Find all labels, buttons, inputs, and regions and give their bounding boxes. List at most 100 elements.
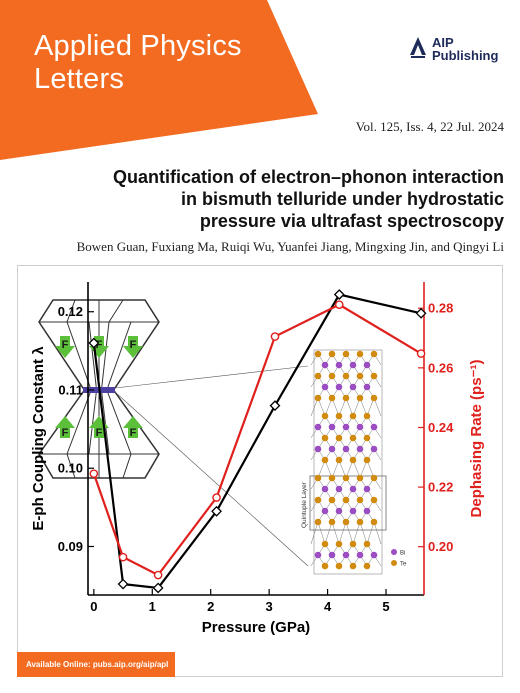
- author-list: Bowen Guan, Fuxiang Ma, Ruiqi Wu, Yuanfe…: [76, 239, 504, 254]
- facet-line: [108, 299, 124, 323]
- atom: [321, 540, 329, 548]
- atom: [370, 372, 378, 380]
- y-right-tick-label: 0.22: [428, 480, 453, 495]
- atom: [363, 412, 371, 420]
- facet-line: [101, 321, 110, 389]
- atom: [363, 434, 371, 442]
- atom: [349, 383, 357, 391]
- facet-line: [122, 453, 132, 479]
- bond-line: [359, 521, 368, 545]
- force-label: F: [62, 339, 69, 351]
- data-point-circle: [89, 469, 99, 478]
- legend-bi-marker: [391, 549, 397, 555]
- data-point-circle: [334, 300, 344, 309]
- y-left-tick-label: 0.10: [58, 461, 83, 476]
- y-right-tick-label: 0.28: [428, 301, 453, 316]
- atom: [363, 485, 371, 493]
- bond-line: [331, 521, 340, 545]
- atom: [370, 518, 378, 526]
- x-axis-label: Pressure (GPa): [202, 619, 310, 636]
- atom: [314, 551, 322, 559]
- y-right-tick-label: 0.26: [428, 360, 453, 375]
- atom: [314, 423, 322, 431]
- atom: [370, 394, 378, 402]
- facet-line: [88, 391, 97, 455]
- bond-line: [373, 521, 382, 545]
- x-tick-label: 5: [382, 599, 389, 614]
- data-point-diamond: [117, 578, 129, 590]
- atom: [314, 518, 322, 526]
- atom: [349, 434, 357, 442]
- atom: [349, 361, 357, 369]
- atom: [321, 485, 329, 493]
- atom: [321, 507, 329, 515]
- bond-line: [338, 521, 347, 545]
- atom: [314, 445, 322, 453]
- atom: [314, 496, 322, 504]
- atom: [349, 540, 357, 548]
- atom: [356, 496, 364, 504]
- x-tick-label: 4: [324, 599, 332, 614]
- atom: [342, 551, 350, 559]
- atom: [342, 445, 350, 453]
- force-label: F: [130, 427, 137, 439]
- data-point-diamond: [152, 582, 164, 594]
- data-point-circle: [416, 349, 426, 358]
- force-label: F: [130, 339, 137, 351]
- atom: [363, 361, 371, 369]
- y-right-tick-label: 0.24: [428, 420, 454, 435]
- atom: [356, 474, 364, 482]
- atom: [342, 372, 350, 380]
- atom: [314, 474, 322, 482]
- atom: [321, 412, 329, 420]
- bond-line: [324, 521, 333, 545]
- atom: [328, 518, 336, 526]
- atom: [335, 434, 343, 442]
- atom: [356, 350, 364, 358]
- chart-axes: 0 1 2 3 4 5 0.09 0.10 0.11 0.12 0.20 0.22 0.24 0.26 0.…: [30, 282, 485, 636]
- chart-series: [88, 289, 427, 594]
- atom: [356, 394, 364, 402]
- atom: [356, 445, 364, 453]
- atom: [321, 361, 329, 369]
- data-point-circle: [153, 570, 163, 580]
- atom: [370, 474, 378, 482]
- journal-name-line1: Applied Physics: [34, 30, 242, 62]
- y-right-axis-label: Dephasing Rate (ps⁻¹): [468, 360, 485, 518]
- force-arrow-icon: [55, 336, 75, 358]
- legend-te-label: Te: [400, 562, 407, 568]
- data-point-diamond: [88, 337, 100, 349]
- facet-line: [88, 321, 97, 389]
- atom: [342, 423, 350, 431]
- atom: [349, 485, 357, 493]
- atom: [321, 383, 329, 391]
- atom: [342, 518, 350, 526]
- facet-line: [144, 299, 160, 323]
- atom: [335, 507, 343, 515]
- atom: [342, 394, 350, 402]
- orange-header-shape: [0, 0, 318, 160]
- title-line2: in bismuth telluride under hydrostatic: [180, 189, 504, 209]
- x-tick-label: 0: [90, 599, 97, 614]
- bond-line: [366, 521, 375, 545]
- unit-cell: [313, 349, 383, 575]
- atom: [342, 350, 350, 358]
- force-arrow-icon: [123, 416, 143, 438]
- y-left-tick-label: 0.09: [58, 539, 83, 554]
- data-point-diamond: [269, 400, 281, 412]
- availability-footer: Available Online: pubs.aip.org/aip/apl: [17, 652, 175, 677]
- atom: [328, 423, 336, 431]
- atom: [349, 507, 357, 515]
- cover-figure: F F F F F F Quintuple Layer Bi Te 0 1 2 3 4 5 0.09 0.10…: [17, 265, 503, 677]
- cover-banner: [0, 0, 318, 160]
- force-arrow-icon: [123, 336, 143, 358]
- bond-line: [345, 521, 354, 545]
- data-point-circle: [212, 493, 221, 502]
- pressure-chart: F F F F F F Quintuple Layer Bi Te 0 1 2 3 4 5 0.09 0.10…: [30, 282, 485, 636]
- atom: [349, 412, 357, 420]
- atom: [314, 350, 322, 358]
- atom: [328, 496, 336, 504]
- title-line1: Quantification of electron–phonon intera…: [112, 167, 504, 187]
- publisher-line1: AIP: [432, 35, 454, 50]
- force-arrow-icon: [55, 416, 75, 438]
